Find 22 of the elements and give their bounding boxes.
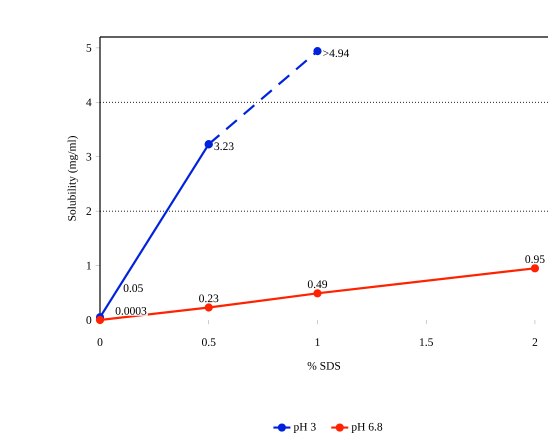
y-axis-title: Solubility (mg/ml) <box>68 136 78 221</box>
x-axis-title: % SDS <box>308 362 340 370</box>
y-tick-label: 5 <box>86 44 92 52</box>
legend-label: pH 6.8 <box>352 422 382 433</box>
legend-label: pH 3 <box>294 422 316 433</box>
y-tick-label: 4 <box>86 98 92 106</box>
y-tick-label: 3 <box>86 152 92 161</box>
data-label: 0.23 <box>199 294 218 302</box>
x-tick-label: 1.5 <box>420 338 433 346</box>
y-tick-label: 2 <box>86 207 92 215</box>
data-label: 0.95 <box>525 255 545 264</box>
y-tick-label: 1 <box>86 262 92 270</box>
x-tick-label: 1 <box>316 338 320 346</box>
x-tick-label: 0 <box>98 338 102 346</box>
data-label: >4.94 <box>323 49 350 58</box>
data-label: 0.05 <box>124 284 143 292</box>
y-tick-label: 0 <box>86 316 92 324</box>
data-label: 3.23 <box>214 142 234 150</box>
data-label: 0.49 <box>308 280 328 288</box>
x-tick-label: 2 <box>532 338 538 346</box>
x-tick-label: 0.5 <box>202 338 216 346</box>
data-label: 0.0003 <box>116 306 146 315</box>
